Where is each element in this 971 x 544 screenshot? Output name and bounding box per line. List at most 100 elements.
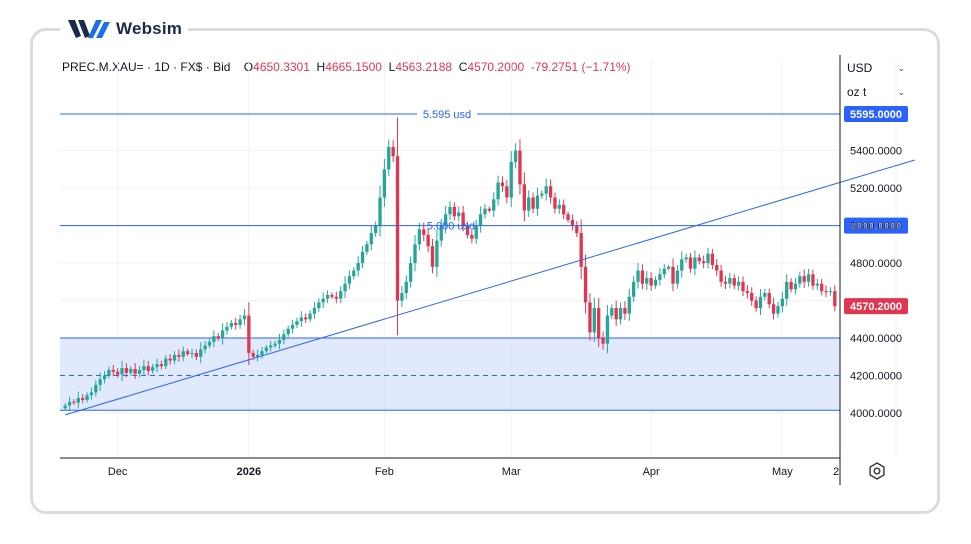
websim-logo-icon — [68, 20, 110, 38]
candle-body — [168, 358, 172, 361]
axis-level-text: 5000.0000 — [850, 221, 902, 233]
y-tick-label: 5400.0000 — [850, 146, 902, 158]
candle-body — [465, 225, 470, 235]
candle-body — [286, 328, 290, 335]
candle-body — [741, 281, 745, 292]
brand-logo: Websim — [60, 14, 189, 44]
candle-body — [653, 279, 658, 286]
candle-body — [67, 401, 72, 406]
candle-body — [684, 257, 688, 260]
candle-body — [334, 296, 338, 299]
candle-body — [129, 368, 133, 373]
candle-body — [688, 257, 693, 269]
candle-body — [658, 274, 662, 280]
candle-body — [76, 398, 80, 403]
candle-body — [260, 351, 264, 355]
symbol-label[interactable]: PREC.M.XAU= — [62, 60, 144, 74]
candle-body — [194, 353, 199, 357]
candle-body — [518, 150, 522, 185]
candle-body — [269, 345, 273, 348]
candle-body — [697, 257, 701, 262]
candle-body — [295, 321, 299, 325]
candle-body — [645, 278, 649, 284]
candle-body — [531, 197, 535, 209]
candle-body — [234, 323, 238, 325]
candle-body — [758, 296, 763, 309]
high-value: 4665.1500 — [325, 60, 382, 74]
open-value: 4650.3301 — [253, 60, 310, 74]
candle-body — [627, 296, 631, 314]
candle-body — [557, 204, 561, 209]
candle-body — [754, 300, 758, 309]
candle-body — [505, 186, 509, 198]
candle-body — [304, 317, 308, 320]
candle-body — [325, 294, 330, 299]
candle-body — [579, 233, 583, 267]
candle-body — [72, 401, 76, 403]
candle-body — [102, 375, 107, 380]
candle-body — [395, 156, 400, 301]
candle-body — [177, 354, 181, 357]
candle-body — [225, 326, 229, 331]
candle-body — [142, 366, 146, 370]
axis-level-text: 5595.0000 — [850, 109, 902, 121]
candle-body — [527, 197, 531, 211]
y-tick-label: 4800.0000 — [850, 258, 902, 270]
candle-body — [802, 276, 806, 282]
x-tick-label: Mar — [502, 466, 521, 478]
candle-body — [776, 306, 780, 314]
candle-body — [308, 313, 312, 320]
candle-body — [387, 146, 391, 170]
candle-body — [159, 364, 164, 367]
candle-body — [115, 371, 120, 375]
candle-body — [107, 369, 111, 376]
candle-body — [299, 317, 303, 322]
candle-body — [566, 214, 570, 220]
candle-body — [588, 302, 592, 333]
candle-body — [785, 281, 789, 299]
candle-body — [94, 384, 98, 393]
close-key: C — [458, 60, 468, 74]
candle-body — [212, 336, 216, 342]
candle-body — [111, 369, 115, 372]
candle-body — [474, 225, 478, 239]
candle-body — [710, 253, 715, 265]
candle-body — [614, 308, 618, 320]
candle-body — [199, 349, 203, 357]
candle-body — [439, 225, 443, 241]
candle-body — [443, 214, 448, 226]
candle-body — [321, 298, 325, 303]
unit-select[interactable]: oz t ⌄ — [843, 82, 909, 102]
candle-body — [662, 268, 666, 275]
level-label-bg — [417, 107, 477, 121]
candle-body — [540, 193, 544, 196]
last-price-text: 4570.2000 — [850, 301, 902, 313]
candle-body — [220, 330, 225, 339]
candle-body — [631, 281, 636, 297]
candle-body — [89, 392, 94, 396]
candle-body — [229, 323, 234, 327]
candle-body — [763, 293, 767, 297]
candle-body — [452, 206, 457, 217]
currency-select[interactable]: USD ⌄ — [843, 58, 909, 78]
candle-body — [124, 368, 129, 373]
support-zone — [60, 338, 840, 411]
candle-body — [553, 197, 557, 209]
close-value: 4570.2000 — [467, 60, 525, 74]
trend-line — [65, 159, 915, 416]
candle-body — [597, 308, 601, 339]
interval-label[interactable]: 1D — [154, 60, 170, 74]
candle-body — [391, 146, 395, 157]
candle-body — [378, 197, 382, 226]
candle-body — [317, 302, 321, 309]
candle-body — [478, 214, 483, 226]
candle-body — [798, 276, 802, 284]
candle-body — [277, 339, 282, 344]
settings-icon[interactable] — [868, 462, 886, 480]
candle-body — [312, 308, 317, 314]
candle-body — [146, 366, 150, 371]
high-key: H — [316, 60, 326, 74]
candle-body — [618, 308, 623, 320]
candle-body — [701, 261, 706, 264]
